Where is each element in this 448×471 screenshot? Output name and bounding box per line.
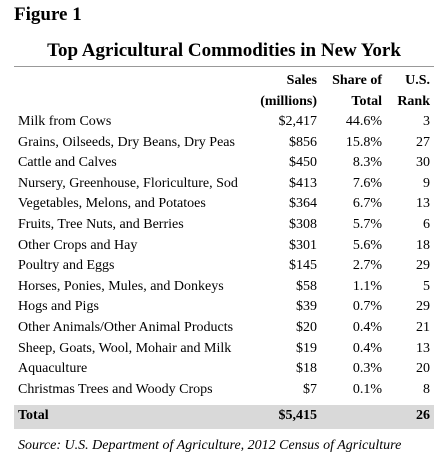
- share-cell: 0.1%: [352, 381, 382, 397]
- share-cell: 6.7%: [352, 196, 382, 212]
- sales-cell: $413: [289, 175, 317, 191]
- commodity-label: Horses, Ponies, Mules, and Donkeys: [18, 278, 224, 294]
- commodity-label: Christmas Trees and Woody Crops: [18, 381, 213, 397]
- rank-cell: 21: [416, 320, 430, 335]
- total-sales: $5,415: [278, 408, 318, 423]
- rank-cell: 20: [416, 361, 430, 377]
- commodity-label: Aquaculture: [18, 361, 88, 377]
- share-cell: 0.4%: [352, 340, 382, 356]
- commodity-label: Other Animals/Other Animal Products: [18, 320, 234, 335]
- sales-cell: $20: [296, 320, 317, 335]
- commodity-label: Poultry and Eggs: [18, 258, 115, 274]
- sales-cell: $39: [296, 299, 317, 315]
- rank-cell: 30: [416, 155, 430, 171]
- share-cell: 8.3%: [352, 155, 382, 171]
- commodity-label: Fruits, Tree Nuts, and Berries: [18, 217, 184, 232]
- column-header: Rank: [397, 94, 430, 109]
- sales-cell: $18: [296, 361, 317, 377]
- share-cell: 44.6%: [345, 114, 382, 129]
- rank-cell: 13: [416, 196, 430, 212]
- rank-cell: 3: [423, 114, 430, 129]
- share-cell: 7.6%: [352, 175, 382, 191]
- share-cell: 0.4%: [352, 320, 382, 335]
- sales-cell: $19: [296, 340, 317, 356]
- column-header: Sales: [286, 73, 317, 88]
- sales-cell: $450: [289, 155, 317, 171]
- sales-cell: $301: [289, 237, 317, 253]
- share-cell: 5.6%: [352, 237, 382, 253]
- commodity-label: Cattle and Calves: [18, 155, 117, 171]
- rank-cell: 13: [416, 340, 430, 356]
- sales-cell: $145: [289, 258, 317, 274]
- column-header: Share of: [332, 73, 382, 88]
- rank-cell: 18: [416, 237, 430, 253]
- share-cell: 0.3%: [352, 361, 382, 377]
- share-cell: 5.7%: [352, 217, 382, 232]
- commodity-label: Other Crops and Hay: [18, 237, 138, 253]
- rank-cell: 27: [416, 134, 430, 150]
- rank-cell: 29: [416, 258, 430, 274]
- share-cell: 2.7%: [352, 258, 382, 274]
- share-cell: 1.1%: [352, 278, 382, 294]
- table-title: Top Agricultural Commodities in New York: [47, 40, 401, 61]
- sales-cell: $7: [303, 381, 317, 397]
- title-rule: [14, 66, 434, 67]
- sales-cell: $2,417: [278, 114, 318, 129]
- sales-cell: $364: [289, 196, 317, 212]
- rank-cell: 8: [423, 381, 430, 397]
- total-label: Total: [18, 408, 49, 423]
- total-rank: 26: [416, 408, 430, 423]
- commodity-label: Milk from Cows: [18, 114, 112, 129]
- sales-cell: $58: [296, 278, 317, 294]
- rank-cell: 29: [416, 299, 430, 315]
- sales-cell: $856: [289, 134, 317, 150]
- commodity-label: Nursery, Greenhouse, Floriculture, Sod: [18, 175, 238, 191]
- commodity-label: Vegetables, Melons, and Potatoes: [18, 196, 206, 212]
- sales-cell: $308: [289, 217, 317, 232]
- figure-label: Figure 1: [14, 4, 82, 25]
- column-header: Total: [351, 94, 382, 109]
- commodity-label: Sheep, Goats, Wool, Mohair and Milk: [18, 340, 232, 356]
- rank-cell: 6: [423, 217, 430, 232]
- share-cell: 15.8%: [345, 134, 382, 150]
- commodity-label: Grains, Oilseeds, Dry Beans, Dry Peas: [18, 134, 235, 150]
- commodity-label: Hogs and Pigs: [18, 299, 99, 315]
- rank-cell: 5: [423, 278, 430, 294]
- rank-cell: 9: [423, 175, 430, 191]
- column-header: (millions): [260, 94, 317, 109]
- total-background: [14, 405, 434, 429]
- column-header: U.S.: [405, 73, 430, 88]
- share-cell: 0.7%: [352, 299, 382, 315]
- source-note: Source: U.S. Department of Agriculture, …: [18, 438, 402, 453]
